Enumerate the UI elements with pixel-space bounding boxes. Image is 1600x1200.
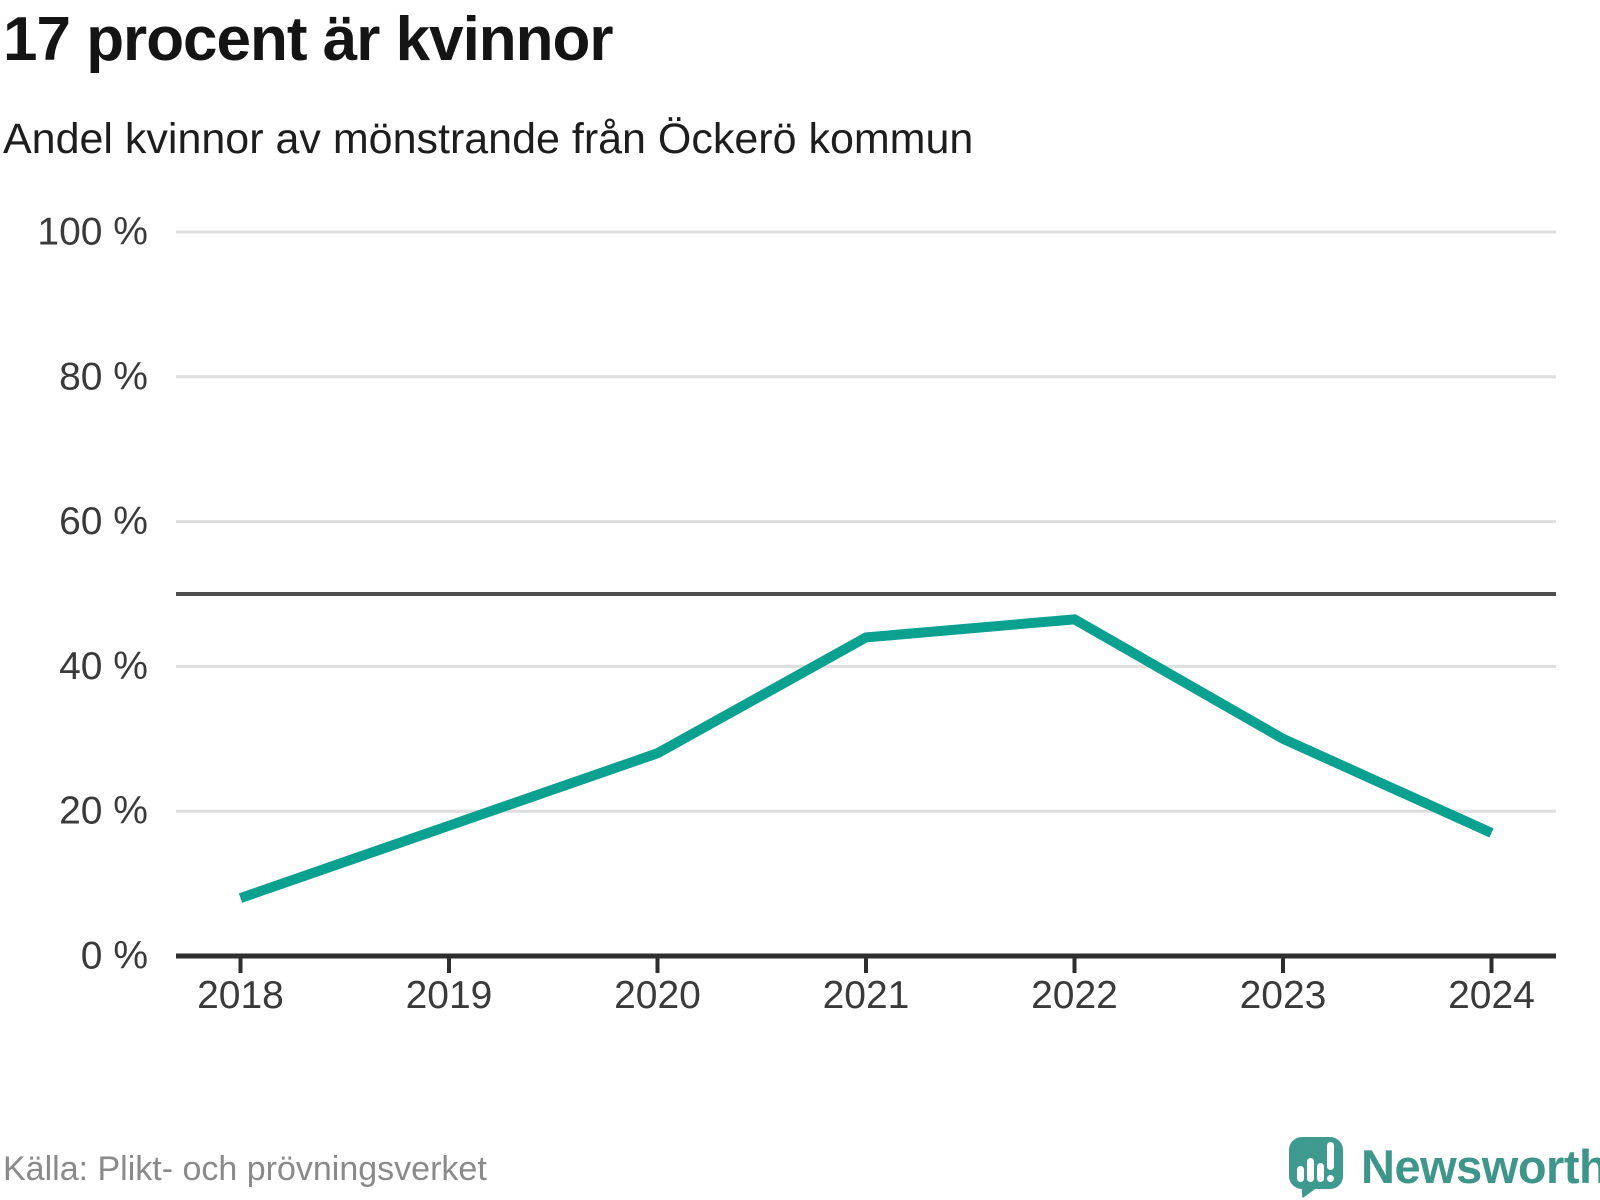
x-axis-tick-label: 2018: [197, 974, 284, 1017]
data-line: [238, 614, 1494, 903]
newsworthy-speech-bubble-chart-icon: [1289, 1137, 1343, 1198]
x-axis-tick-label: 2024: [1448, 974, 1535, 1017]
x-axis-tick-label: 2019: [406, 974, 493, 1017]
source-note: Källa: Plikt- och prövningsverket: [3, 1150, 487, 1188]
y-axis-tick-label: 20 %: [59, 790, 148, 833]
chart-title: 17 procent är kvinnor: [3, 5, 614, 74]
y-axis-tick-label: 80 %: [59, 355, 148, 398]
x-axis-tick-label: 2022: [1031, 974, 1118, 1017]
x-axis-tick-label: 2020: [614, 974, 701, 1017]
y-axis-tick-label: 100 %: [37, 211, 148, 254]
y-axis-tick-label: 60 %: [59, 500, 148, 543]
y-axis-tick-label: 40 %: [59, 645, 148, 688]
brand-name: Newsworthy: [1361, 1140, 1600, 1193]
x-axis-tick-label: 2023: [1240, 974, 1327, 1017]
x-axis-tick-label: 2021: [823, 974, 910, 1017]
newsworthy-logo: Newsworthy: [1288, 1136, 1600, 1198]
chart-subtitle: Andel kvinnor av mönstrande från Öckerö …: [3, 115, 974, 163]
y-axis-tick-label: 0 %: [81, 935, 148, 978]
